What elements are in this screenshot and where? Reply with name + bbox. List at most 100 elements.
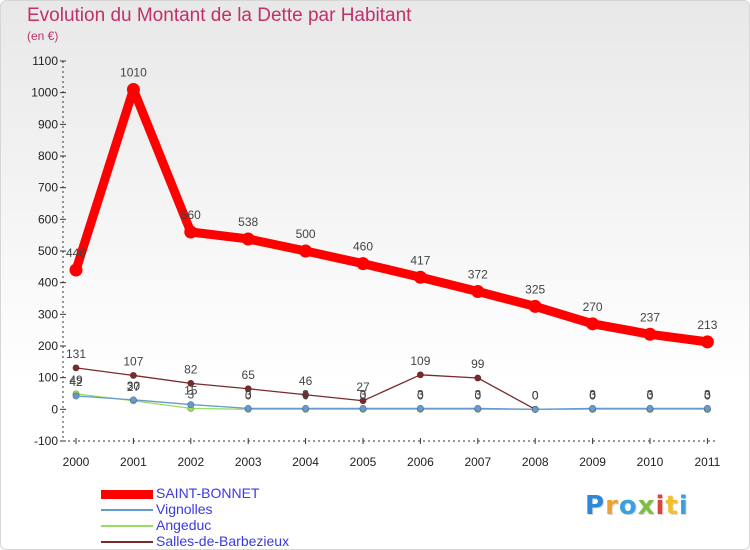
data-label: 131 (66, 347, 86, 361)
y-tick-label: 0 (51, 402, 58, 416)
data-label: 15 (184, 384, 198, 398)
data-point (302, 404, 310, 412)
data-label: 0 (647, 388, 654, 402)
data-point (187, 379, 195, 387)
chart-subtitle: (en €) (27, 29, 59, 43)
x-tick-label: 2009 (579, 455, 606, 469)
data-point (187, 401, 195, 409)
logo-letter: i (678, 491, 689, 521)
data-point (302, 391, 310, 399)
legend-swatch (101, 541, 153, 543)
data-point (356, 257, 370, 271)
logo-letter: x (637, 491, 656, 521)
y-tick-label: 100 (38, 371, 58, 385)
data-label: 0 (360, 388, 367, 402)
series-saint-bonnet (69, 83, 714, 349)
data-point (474, 374, 482, 382)
data-label: 107 (123, 354, 143, 368)
logo-letter: o (618, 491, 638, 521)
data-point (69, 263, 83, 277)
logo-letter: i (655, 491, 666, 521)
data-label: 3 (302, 387, 309, 401)
data-label: 417 (410, 253, 430, 267)
legend-swatch (101, 509, 153, 511)
data-label: 0 (589, 388, 596, 402)
logo-letter: r (605, 491, 619, 521)
data-label: 3 (187, 387, 194, 401)
x-tick-label: 2000 (63, 455, 90, 469)
data-label: 0 (589, 388, 596, 402)
data-label: 372 (468, 268, 488, 282)
data-label: 0 (647, 388, 654, 402)
x-tick-label: 2006 (407, 455, 434, 469)
legend-item: Vignolles (101, 501, 341, 518)
y-tick-label: -100 (34, 434, 58, 448)
legend-swatch (101, 489, 153, 499)
data-label: 1010 (120, 66, 147, 80)
x-tick-label: 2002 (177, 455, 204, 469)
data-label: 46 (299, 374, 313, 388)
data-label: 237 (640, 310, 660, 324)
data-point (474, 404, 482, 412)
legend-swatch (101, 525, 153, 527)
y-tick-label: 700 (38, 181, 58, 195)
data-point (244, 404, 252, 412)
data-label: 0 (532, 388, 539, 402)
data-point (359, 404, 367, 412)
y-tick-label: 600 (38, 212, 58, 226)
legend-item: SAINT-BONNET (101, 485, 341, 502)
data-point (241, 232, 255, 246)
data-label: 500 (296, 227, 316, 241)
data-point (244, 385, 252, 393)
y-tick-label: 900 (38, 117, 58, 131)
y-tick-label: 800 (38, 149, 58, 163)
data-label: 440 (66, 246, 86, 260)
data-label: 42 (69, 375, 83, 389)
data-label: 82 (184, 362, 198, 376)
y-tick-label: 1100 (32, 54, 58, 68)
data-label: 3 (245, 387, 252, 401)
series-vignolles (72, 392, 711, 413)
legend-label: SAINT-BONNET (156, 485, 260, 501)
legend-label: Salles-de-Barbezieux (156, 533, 290, 549)
data-point (416, 371, 424, 379)
data-label: 3 (474, 387, 481, 401)
legend-label: Angeduc (156, 517, 212, 533)
data-point (413, 270, 427, 284)
y-tick-label: 500 (38, 244, 58, 258)
x-tick-label: 2003 (235, 455, 262, 469)
y-tick-label: 1000 (31, 86, 58, 100)
data-label: 0 (704, 388, 711, 402)
data-label: 3 (704, 387, 711, 401)
data-point (184, 225, 198, 239)
data-point (528, 299, 542, 313)
data-point (471, 285, 485, 299)
data-label: 3 (417, 387, 424, 401)
data-label: 270 (583, 300, 603, 314)
data-label: 0 (532, 388, 539, 402)
line-chart: -100 0 100 2003 0 0 400 500 600 700 800 900 1000 1100… (31, 54, 720, 469)
data-point (700, 335, 714, 349)
data-label: 3 (360, 387, 367, 401)
data-point (72, 364, 80, 372)
legend-label: Vignolles (156, 501, 213, 517)
data-label: 0 (532, 388, 539, 402)
data-point (646, 404, 654, 412)
series-line (71, 85, 708, 347)
x-tick-label: 2007 (464, 455, 491, 469)
data-label: 3 (589, 387, 596, 401)
data-point (589, 404, 597, 412)
data-label: 0 (474, 388, 481, 402)
data-label: 0 (302, 388, 309, 402)
data-label: 0 (704, 388, 711, 402)
data-label: 109 (410, 354, 430, 368)
legend-item: Salles-de-Barbezieux (101, 533, 341, 549)
x-tick-label: 2010 (637, 455, 664, 469)
data-point (416, 404, 424, 412)
chart-legend: SAINT-BONNET Vignolles Angeduc Salles-de-Ba… (101, 485, 341, 549)
data-label: 0 (417, 388, 424, 402)
data-label: 213 (697, 318, 717, 332)
y-tick-label: 400 (38, 276, 58, 290)
data-label: 65 (242, 368, 256, 382)
